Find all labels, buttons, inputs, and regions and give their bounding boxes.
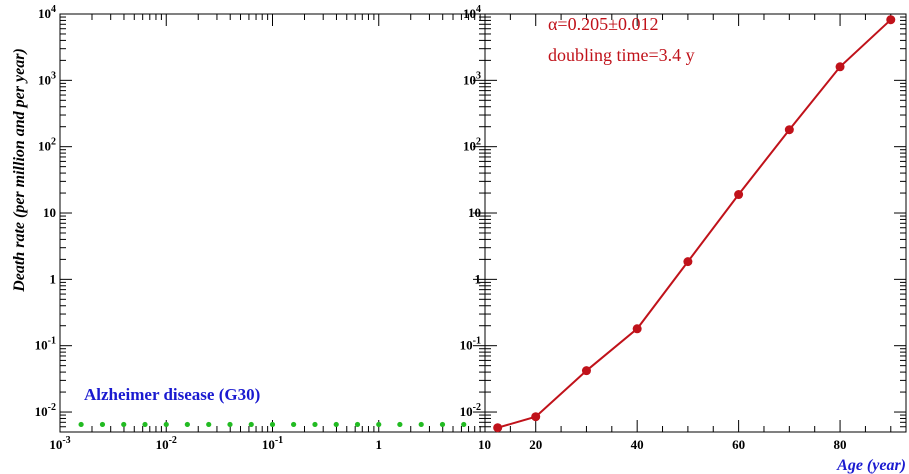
left-y-tick-label: 10-1 bbox=[35, 336, 56, 353]
left-data-point bbox=[461, 421, 467, 428]
right-x-tick-label: 80 bbox=[834, 437, 847, 452]
right-y-tick-label: 104 bbox=[463, 4, 481, 21]
annotation-alpha: α=0.205±0.012 bbox=[548, 14, 658, 34]
left-data-point bbox=[291, 421, 297, 428]
right-data-point bbox=[835, 62, 845, 72]
left-data-point bbox=[269, 421, 276, 428]
right-y-tick-labels: 10-2 10-1 1 10 102 103 104 bbox=[460, 4, 481, 419]
right-data-point bbox=[581, 366, 591, 376]
right-plot-frame bbox=[484, 13, 907, 433]
x-axis-label: Age (year) bbox=[836, 457, 906, 474]
right-ticks bbox=[484, 14, 906, 433]
legend-label: Alzheimer disease (G30) bbox=[84, 385, 260, 404]
y-axis-label: Death rate (per million and per year) bbox=[11, 48, 28, 293]
left-x-tick-labels: 10-3 10-2 10-1 1 10 bbox=[49, 435, 491, 452]
right-y-tick-label: 103 bbox=[463, 70, 481, 87]
right-series-line bbox=[497, 18, 892, 429]
right-y-tick-label: 10-1 bbox=[460, 336, 481, 353]
right-x-tick-labels: 20 40 60 80 bbox=[529, 437, 846, 452]
left-x-tick-label: 10-2 bbox=[156, 435, 177, 452]
left-data-point bbox=[312, 421, 318, 428]
left-data-point bbox=[333, 421, 339, 428]
right-y-tick-label: 1 bbox=[475, 271, 482, 286]
left-data-point bbox=[439, 421, 446, 428]
left-y-tick-label: 103 bbox=[38, 70, 56, 87]
right-y-tick-label: 10-2 bbox=[460, 402, 481, 419]
left-panel: 10-2 10-1 1 10 102 103 104 10-3 10-2 10-1 1 10 Alz… bbox=[11, 4, 491, 452]
left-y-tick-label: 10 bbox=[43, 205, 56, 220]
left-y-tick-label: 10-2 bbox=[35, 402, 56, 419]
left-y-tick-label: 1 bbox=[50, 271, 57, 286]
right-data-point bbox=[531, 412, 541, 422]
right-y-tick-label: 102 bbox=[463, 137, 481, 154]
annotation-doubling-time: doubling time=3.4 y bbox=[548, 45, 695, 65]
left-data-point bbox=[142, 421, 148, 428]
left-ticks bbox=[59, 14, 485, 433]
right-y-tick-label: 10 bbox=[468, 205, 481, 220]
left-data-point bbox=[397, 421, 403, 428]
right-series bbox=[493, 15, 896, 433]
left-data-point bbox=[163, 421, 169, 428]
left-data-point bbox=[121, 421, 127, 428]
left-y-tick-labels: 10-2 10-1 1 10 102 103 104 bbox=[35, 4, 56, 419]
left-x-tick-label: 10 bbox=[478, 437, 491, 452]
left-x-tick-label: 1 bbox=[376, 437, 383, 452]
right-data-point bbox=[632, 324, 642, 334]
left-data-point bbox=[418, 421, 424, 428]
left-data-point bbox=[78, 421, 84, 428]
left-x-tick-label: 10-1 bbox=[262, 435, 283, 452]
right-data-point bbox=[784, 125, 794, 135]
left-y-tick-label: 102 bbox=[38, 137, 56, 154]
right-data-point bbox=[886, 15, 896, 25]
left-data-point bbox=[248, 421, 254, 428]
right-panel: 10-2 10-1 1 10 102 103 104 20 40 60 80 α=0.205±0.… bbox=[460, 4, 907, 474]
left-x-tick-label: 10-3 bbox=[49, 435, 70, 452]
left-series-points bbox=[78, 421, 467, 428]
right-data-point bbox=[683, 257, 693, 267]
left-data-point bbox=[227, 421, 233, 428]
right-data-point bbox=[493, 423, 503, 433]
left-data-point bbox=[184, 421, 190, 428]
left-data-point bbox=[354, 421, 361, 428]
left-plot-frame bbox=[59, 13, 486, 433]
right-x-tick-label: 20 bbox=[529, 437, 542, 452]
right-x-tick-label: 40 bbox=[631, 437, 644, 452]
left-data-point bbox=[376, 421, 382, 428]
left-data-point bbox=[99, 421, 106, 428]
right-x-tick-label: 60 bbox=[732, 437, 745, 452]
right-data-point bbox=[734, 190, 744, 200]
left-y-tick-label: 104 bbox=[38, 4, 56, 21]
left-data-point bbox=[206, 421, 212, 428]
